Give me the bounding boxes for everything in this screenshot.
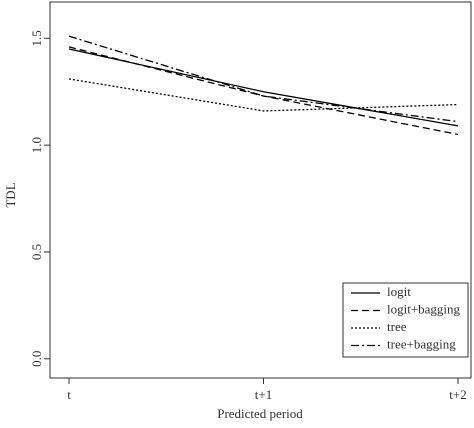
legend-box <box>342 282 469 358</box>
x-tick-label: t <box>67 387 71 402</box>
y-tick-label: 0.0 <box>29 351 44 367</box>
x-tick-label: t+1 <box>255 387 272 402</box>
legend-label: logit+bagging <box>387 301 461 316</box>
y-tick-label: 1.5 <box>29 30 44 46</box>
plot-frame <box>49 1 472 379</box>
legend-label: logit <box>387 284 411 299</box>
y-axis-title: TDL <box>3 182 18 207</box>
series-line <box>68 46 459 136</box>
y-tick-label: 1.0 <box>29 137 44 153</box>
legend: logit logit+bagging tree tree+bagging <box>342 282 469 358</box>
x-axis-title: Predicted period <box>217 406 303 421</box>
series-line <box>68 35 459 123</box>
x-tick-label: t+2 <box>449 387 466 402</box>
series-line <box>68 78 459 112</box>
legend-label: tree+bagging <box>387 336 456 351</box>
y-tick-label: 0.5 <box>29 244 44 260</box>
legend-label: tree <box>387 319 407 334</box>
